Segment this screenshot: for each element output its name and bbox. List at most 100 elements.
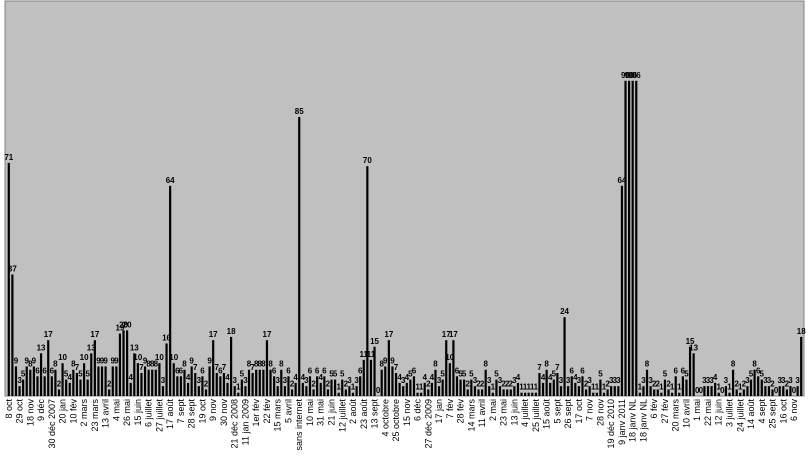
data-label: 6 <box>286 366 291 375</box>
data-label: 15 <box>686 337 695 346</box>
bar <box>674 376 677 396</box>
data-label: 18 <box>227 327 236 336</box>
bar <box>233 386 236 396</box>
data-label: 19 <box>115 324 124 333</box>
data-label: 3 <box>161 376 166 385</box>
data-label: 3 <box>401 376 406 385</box>
bar <box>172 363 175 396</box>
bar <box>194 373 197 396</box>
data-label: 5 <box>240 370 245 379</box>
data-label: 6 <box>580 366 585 375</box>
bar <box>767 386 771 396</box>
data-label: 1 <box>530 383 535 392</box>
bar <box>617 386 620 396</box>
data-label: 2 <box>785 379 790 388</box>
data-label: 13 <box>689 343 698 352</box>
data-label: 13 <box>130 343 139 352</box>
bar <box>161 386 165 396</box>
bar <box>140 373 143 396</box>
bar <box>305 386 308 396</box>
data-label: 96 <box>632 71 641 80</box>
x-tick-label: 7 fév <box>445 399 455 419</box>
data-label: 8 <box>71 360 76 369</box>
bar <box>330 379 333 396</box>
data-label: 85 <box>295 107 304 116</box>
data-label: 5 <box>494 370 499 379</box>
bar <box>534 392 537 396</box>
bar <box>32 366 35 396</box>
data-label: 9 <box>96 356 101 365</box>
data-label: 4 <box>430 373 435 382</box>
x-tick-label: 12 juillet <box>337 399 347 433</box>
x-tick-label: 31 mai <box>316 399 326 426</box>
x-tick-label: 18 janv NL <box>638 399 648 442</box>
bar <box>165 343 168 396</box>
bar <box>86 379 89 396</box>
data-label: 4 <box>713 373 718 382</box>
bar <box>115 366 118 396</box>
bar <box>631 80 634 397</box>
x-tick-label: 17 août <box>165 399 175 430</box>
data-label: 9 <box>103 356 108 365</box>
data-label: 6 <box>175 366 180 375</box>
data-label: 1 <box>659 383 664 392</box>
data-label: 3 <box>706 376 711 385</box>
data-label: 7 <box>139 363 144 372</box>
data-label: 6 <box>322 366 327 375</box>
bar <box>29 369 32 396</box>
x-tick-label: 23 mars <box>90 399 100 432</box>
x-tick-label: 15 mars <box>273 399 283 432</box>
data-label: 0 <box>774 386 779 395</box>
data-label: 17 <box>442 330 451 339</box>
bar <box>179 376 183 396</box>
data-label: 5 <box>760 370 765 379</box>
bar <box>197 386 200 396</box>
bar <box>183 369 186 396</box>
data-label: 9 <box>32 356 37 365</box>
bar <box>430 382 433 396</box>
bar <box>369 359 373 396</box>
data-label: 8 <box>150 360 155 369</box>
bar <box>398 382 401 396</box>
bar <box>692 353 695 396</box>
bar <box>610 386 613 396</box>
x-tick-label: 12 juin <box>714 399 724 426</box>
bar <box>298 116 301 397</box>
x-tick-label: 11 avril <box>477 399 487 427</box>
bar <box>785 389 788 396</box>
x-tick-label: 28 nov <box>595 399 605 427</box>
bar <box>427 389 430 396</box>
data-label: 4 <box>319 373 324 382</box>
x-tick-label: 6 fév <box>649 399 659 419</box>
bar <box>531 392 534 396</box>
data-label: 8 <box>254 360 259 369</box>
bar <box>348 386 351 396</box>
data-label: 8 <box>279 360 284 369</box>
bar <box>11 274 14 396</box>
data-label: 9 <box>143 356 148 365</box>
bar <box>409 379 412 396</box>
data-label: 18 <box>797 327 806 336</box>
x-tick-label: 17 jan <box>434 399 444 424</box>
bar <box>645 369 649 396</box>
bar <box>717 392 720 396</box>
data-label: 3 <box>498 376 503 385</box>
data-label: 17 <box>209 330 218 339</box>
bar <box>18 386 21 396</box>
bar <box>714 382 717 396</box>
bar <box>82 363 86 396</box>
data-label: 6 <box>308 366 313 375</box>
x-tick-label: 28 fév <box>456 399 466 424</box>
data-label: 9 <box>207 356 212 365</box>
x-tick-label: 18 janv NL <box>628 399 638 442</box>
data-label: 1 <box>677 383 682 392</box>
bar <box>39 353 43 396</box>
bar <box>764 386 767 396</box>
data-label: 3 <box>641 376 646 385</box>
data-label: 8 <box>268 360 273 369</box>
bar <box>742 389 745 396</box>
bar <box>663 379 667 396</box>
bar <box>452 340 455 396</box>
bar <box>265 340 269 396</box>
data-label: 4 <box>293 373 298 382</box>
